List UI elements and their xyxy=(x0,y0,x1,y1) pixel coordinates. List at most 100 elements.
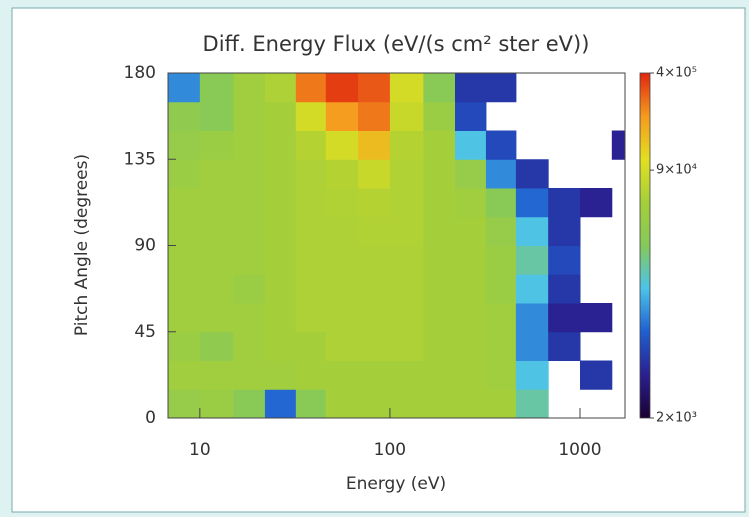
heat-cell xyxy=(423,303,456,333)
heat-cell xyxy=(515,216,549,246)
heat-cell xyxy=(168,216,201,246)
heat-cell xyxy=(264,216,297,246)
heat-cell xyxy=(233,216,266,246)
heat-cell xyxy=(485,130,517,160)
heat-cell xyxy=(389,130,424,160)
heat-cell xyxy=(611,130,626,160)
heat-cell xyxy=(233,101,266,131)
heat-cell xyxy=(325,303,359,333)
heat-cell xyxy=(199,216,234,246)
heat-cell xyxy=(168,130,201,160)
heat-cell xyxy=(548,188,581,218)
heat-cell xyxy=(455,245,487,275)
heat-cell xyxy=(295,274,327,304)
heat-cell xyxy=(358,360,391,390)
y-axis-label: Pitch Angle (degrees) xyxy=(72,154,92,336)
heat-cell xyxy=(264,303,297,333)
heat-cell xyxy=(264,274,297,304)
heat-cell xyxy=(358,303,391,333)
heat-cell xyxy=(199,274,234,304)
heat-cell xyxy=(389,188,424,218)
heat-cell xyxy=(423,101,456,131)
heat-cell xyxy=(199,130,234,160)
heat-cell xyxy=(455,159,487,189)
heat-cell xyxy=(358,188,391,218)
heat-cell xyxy=(168,303,201,333)
y-tick-label: 135 xyxy=(124,149,156,169)
heat-cell xyxy=(295,216,327,246)
heat-cell xyxy=(515,331,549,361)
heat-cell xyxy=(295,73,327,103)
heat-cell xyxy=(389,303,424,333)
heat-cell xyxy=(295,331,327,361)
heat-cell xyxy=(233,389,266,419)
heat-cell xyxy=(358,389,391,419)
heat-cell xyxy=(168,73,201,103)
heat-cell xyxy=(515,303,549,333)
heat-cell xyxy=(168,188,201,218)
heat-cell xyxy=(295,303,327,333)
colorbar-tick-label: 9×10⁴ xyxy=(656,163,697,178)
heat-cell xyxy=(325,360,359,390)
heat-cell xyxy=(325,331,359,361)
heat-cell xyxy=(199,245,234,275)
colorbar-tick-label: 4×10⁵ xyxy=(656,66,697,81)
x-axis-label: Energy (eV) xyxy=(346,474,446,494)
heat-cell xyxy=(199,159,234,189)
heat-cell xyxy=(423,216,456,246)
heat-cell xyxy=(455,274,487,304)
heat-cell xyxy=(485,73,517,103)
heat-cell xyxy=(423,360,456,390)
heat-cell xyxy=(325,101,359,131)
heat-cell xyxy=(264,245,297,275)
heat-cell xyxy=(423,245,456,275)
heat-cell xyxy=(233,245,266,275)
heat-cell xyxy=(358,331,391,361)
heat-cell xyxy=(455,216,487,246)
heat-cell xyxy=(264,73,297,103)
heat-cell xyxy=(325,159,359,189)
heat-cell xyxy=(515,389,549,419)
heat-cell xyxy=(325,389,359,419)
heat-cell xyxy=(295,188,327,218)
heat-cell xyxy=(199,389,234,419)
heat-cell xyxy=(389,389,424,419)
heat-cell xyxy=(485,245,517,275)
heat-cell xyxy=(264,159,297,189)
heat-cell xyxy=(515,274,549,304)
heat-cell xyxy=(358,216,391,246)
heat-cell xyxy=(389,360,424,390)
heat-cell xyxy=(233,188,266,218)
heat-cell xyxy=(485,159,517,189)
heat-cell xyxy=(515,360,549,390)
heat-cell xyxy=(579,360,613,390)
heat-cell xyxy=(358,73,391,103)
heat-cell xyxy=(389,331,424,361)
chart-title: Diff. Energy Flux (eV/(s cm² ster eV)) xyxy=(203,32,590,56)
heat-cell xyxy=(295,130,327,160)
heat-cell xyxy=(455,101,487,131)
heat-cell xyxy=(485,216,517,246)
heat-cell xyxy=(423,159,456,189)
heat-cell xyxy=(423,274,456,304)
heat-cell xyxy=(233,159,266,189)
heat-cell xyxy=(515,245,549,275)
heat-cell xyxy=(455,188,487,218)
heat-cell xyxy=(579,188,613,218)
heat-cell xyxy=(485,303,517,333)
heat-cell xyxy=(485,188,517,218)
heat-cell xyxy=(358,274,391,304)
heat-cell xyxy=(199,73,234,103)
heat-cell xyxy=(485,274,517,304)
heat-cell xyxy=(455,130,487,160)
heat-cell xyxy=(389,274,424,304)
heat-cell xyxy=(455,73,487,103)
heat-cell xyxy=(485,360,517,390)
heat-cell xyxy=(455,303,487,333)
heatmap xyxy=(168,73,626,419)
heat-cell xyxy=(389,216,424,246)
heat-cell xyxy=(423,73,456,103)
heat-cell xyxy=(264,130,297,160)
